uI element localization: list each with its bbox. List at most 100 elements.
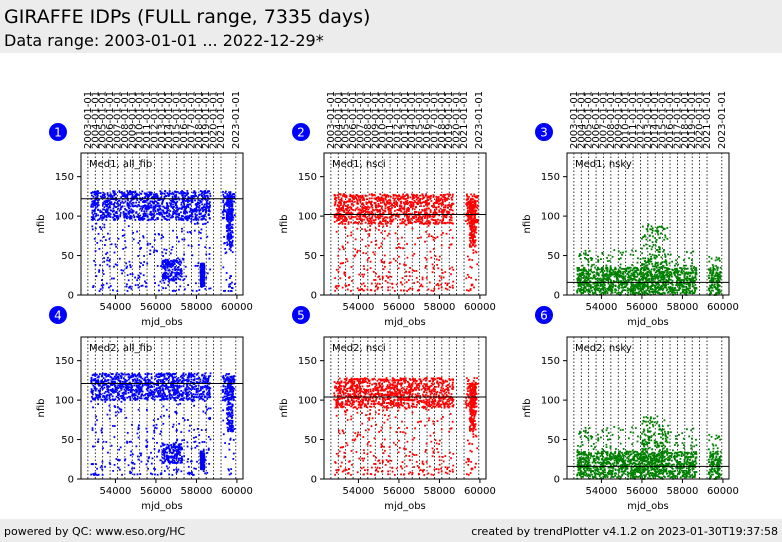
data-point (94, 227, 97, 230)
data-point (130, 199, 133, 202)
data-point (208, 217, 211, 220)
data-point (109, 216, 112, 218)
data-point (682, 290, 685, 293)
data-point (364, 221, 367, 224)
data-point (233, 200, 236, 203)
data-point (644, 273, 647, 275)
data-point (467, 213, 470, 215)
data-point (165, 212, 168, 215)
data-point (597, 255, 599, 258)
data-point (91, 219, 94, 221)
data-point (140, 216, 142, 219)
data-point (387, 289, 390, 292)
data-point (148, 195, 151, 197)
data-point (166, 218, 169, 221)
data-point (96, 204, 99, 206)
data-point (640, 283, 643, 285)
data-point (138, 218, 141, 221)
data-point (339, 193, 342, 195)
data-point (611, 291, 614, 294)
data-point (141, 215, 144, 218)
data-point (182, 197, 184, 199)
year-tick-label: 2020-01-01 (695, 91, 706, 149)
data-point (710, 257, 713, 260)
data-point (403, 210, 406, 213)
data-point (225, 251, 228, 254)
data-point (107, 256, 109, 259)
data-point (186, 215, 189, 218)
data-point (187, 201, 189, 203)
data-point (395, 214, 398, 216)
data-point (407, 206, 410, 209)
data-point (374, 204, 377, 206)
data-point (231, 223, 234, 226)
data-point (108, 237, 111, 240)
data-point (411, 193, 413, 196)
data-point (190, 195, 193, 198)
data-point (160, 234, 163, 237)
data-point (225, 278, 228, 281)
data-point (104, 239, 107, 241)
data-point (626, 289, 629, 292)
data-point (668, 287, 671, 290)
data-point (715, 287, 717, 290)
data-point (366, 288, 369, 291)
data-point (440, 283, 442, 286)
data-point (126, 193, 129, 196)
data-point (650, 274, 652, 277)
data-point (163, 207, 166, 209)
data-point (437, 203, 440, 206)
data-point (103, 193, 106, 196)
data-point (171, 199, 173, 202)
data-point (173, 198, 175, 201)
data-point (337, 285, 340, 287)
data-point (168, 269, 171, 272)
data-point (657, 289, 660, 291)
data-point (403, 220, 406, 223)
data-point (417, 237, 419, 240)
data-point (178, 288, 180, 291)
data-point (162, 198, 165, 201)
data-point (662, 284, 665, 287)
data-point (598, 287, 601, 290)
data-point (93, 210, 96, 213)
data-point (640, 271, 642, 273)
data-point (142, 274, 145, 277)
data-point (399, 198, 402, 200)
data-point (336, 194, 339, 197)
data-point (580, 291, 583, 294)
data-point (103, 213, 106, 216)
data-point (470, 235, 473, 238)
data-point (139, 272, 142, 275)
data-point (426, 217, 429, 220)
data-point (179, 278, 182, 281)
data-point (202, 268, 205, 271)
data-point (688, 289, 691, 292)
data-point (383, 260, 386, 263)
data-point (180, 261, 183, 264)
data-point (576, 277, 579, 280)
data-point (648, 263, 651, 265)
data-point (660, 272, 663, 274)
data-point (385, 222, 388, 225)
data-point (229, 282, 232, 285)
data-point (230, 286, 233, 289)
data-point (143, 217, 145, 220)
data-point (125, 267, 128, 269)
data-point (233, 193, 236, 196)
data-point (348, 276, 351, 279)
data-point (584, 279, 586, 282)
data-point (194, 264, 197, 267)
data-point (444, 287, 447, 290)
data-point (586, 254, 589, 257)
data-point (588, 269, 591, 272)
data-point (205, 202, 208, 205)
data-point (429, 211, 432, 214)
data-point (427, 202, 429, 205)
data-point (581, 283, 583, 286)
data-point (182, 212, 185, 215)
data-point (585, 289, 588, 292)
data-point (170, 277, 173, 280)
data-point (356, 222, 359, 224)
data-point (397, 214, 400, 217)
